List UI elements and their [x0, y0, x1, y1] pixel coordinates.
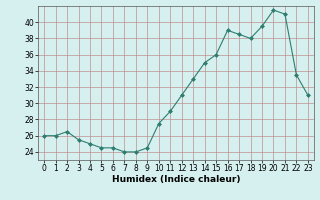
X-axis label: Humidex (Indice chaleur): Humidex (Indice chaleur)	[112, 175, 240, 184]
